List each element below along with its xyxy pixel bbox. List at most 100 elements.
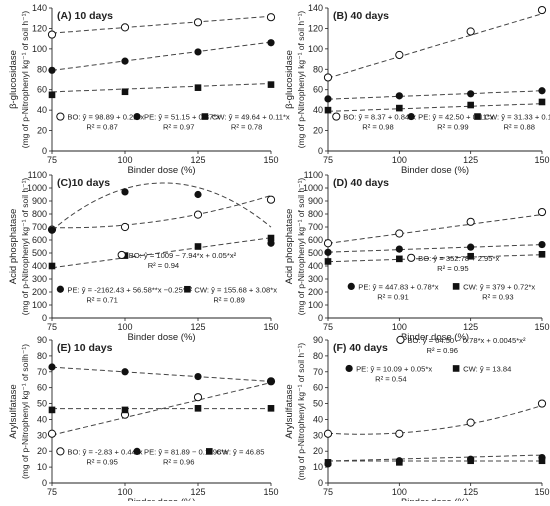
y-tick-label: 600 [308,235,323,245]
series-name: BO [418,254,429,263]
y-tick-label: 0 [42,478,47,488]
fit-line-cw [327,103,543,112]
y-tick-label: 60 [313,85,323,95]
y-axis-unit: (mg of p-Nitrophenyl kg⁻¹ of soil h⁻¹) [20,11,30,149]
point-pe [538,87,546,95]
y-tick-label: 20 [37,126,47,136]
point-bo [466,418,475,427]
y-axis-unit: (mg of p-Nitrophenyl kg⁻¹ of soil h⁻¹) [296,178,306,316]
y-tick-label: 300 [308,274,323,284]
r-squared: R² = 0.88 [504,123,535,132]
r-squared: R² = 0.98 [362,123,393,132]
x-tick-label: 150 [534,487,549,497]
y-tick-label: 80 [313,351,323,361]
x-tick-label: 100 [392,487,407,497]
point-cw [396,459,403,466]
point-bo [266,195,276,204]
fit-line-pe [327,90,543,100]
point-bo [395,50,404,60]
legend-entry-pe: PE: ŷ = 10.09 + 0.05*xR² = 0.54 [345,364,432,383]
r-squared: R² = 0.87 [86,123,117,132]
point-cw [48,406,56,414]
fit-line-cw [51,82,272,93]
fit-line-cw [327,254,543,263]
y-tick-label: 10 [313,462,323,472]
point-pe [395,92,403,100]
panel-1: 0 20 40 60 80 100 120 140 75 100 125 150 Binder dose… [8,3,290,176]
series-name: PE [67,285,77,294]
y-tick-label: 100 [308,300,323,310]
point-pe [194,190,202,199]
point-pe [48,66,56,74]
x-tick-label: 150 [263,322,278,332]
point-pe [467,90,475,98]
point-bo [323,73,333,82]
y-tick-label: 120 [32,23,47,33]
r-squared: R² = 0.97 [163,123,194,132]
point-bo [395,229,404,238]
legend-entry-cw: CW: ŷ = 49.64 + 0.11*xR² = 0.78 [201,113,290,132]
fit-line-bo [327,405,543,435]
y-tick-label: 400 [308,261,323,271]
panel-3: 0 100 200 300 400 500 600 700 800 900 1000 1100 75 10… [8,170,279,343]
y-tick-label: 100 [32,44,47,54]
point-bo [537,399,547,408]
y-tick-label: 1100 [28,170,47,180]
y-axis-title: Acid phosphatase [8,209,19,285]
y-tick-label: 30 [313,430,323,440]
point-pe [194,48,202,56]
point-cw [121,406,129,414]
regression-equation: ŷ = 155.68 + 3.08*x [211,285,277,294]
y-axis-title: β-glucosidase [284,50,295,109]
r-squared: R² = 0.54 [375,374,406,383]
point-cw [538,98,546,106]
legend-entry-pe: PE: ŷ = 42.50 + 0.11*xR² = 0.99 [407,113,494,132]
series-name: CW [216,447,229,456]
series-name: PE [418,113,428,122]
y-tick-label: 200 [32,287,47,297]
series-separator: : [154,447,158,456]
regression-equation: ŷ = 46.85 [233,447,264,456]
legend-series-name: BO: ŷ = 64.50 − 0.78*x + 0.0045*x² [407,336,525,345]
legend-series-name: CW: ŷ = 46.85 [216,447,264,456]
series-separator: : [429,254,433,263]
legend-series-name: PE: ŷ = 10.09 + 0.05*x [356,364,432,373]
r-squared: R² = 0.95 [86,457,117,466]
series-separator: : [78,285,82,294]
series-separator: : [207,285,211,294]
y-tick-label: 80 [37,351,47,361]
regression-equation: ŷ = 13.84 [480,364,511,373]
y-tick-label: 20 [313,126,323,136]
legend-series-name: PE: ŷ = -2162.43 + 56.58**x −0.25*x² [67,285,192,294]
panel-4: 0 100 200 300 400 500 600 700 800 900 1000 1100 75 10… [284,170,550,343]
point-pe [267,39,275,47]
r-squared: R² = 0.93 [482,292,513,301]
series-name: PE [144,447,154,456]
series-name: CW [212,113,225,122]
x-tick-label: 100 [117,155,132,165]
x-tick-label: 75 [47,155,57,165]
y-tick-label: 100 [308,44,323,54]
regression-equation: ŷ = 352.78 + 2.95*x [433,254,499,263]
point-cw [538,251,546,258]
legend-entry-bo: BO: ŷ = 8.37 + 0.84*xR² = 0.98 [332,112,416,132]
legend-marker-pe [133,112,141,121]
legend-marker-cw [474,113,481,120]
point-cw [267,234,275,242]
legend-marker-cw [206,448,213,455]
legend-series-name: PE: ŷ = 447.83 + 0.78*x [358,282,438,291]
panel-5: 0 10 20 30 40 50 60 70 80 90 75 100 125 150 Binder dos… [8,335,279,506]
series-name: BO [343,113,354,122]
y-tick-label: 100 [32,300,47,310]
regression-equation: ŷ = 1009 − 7.94*x + 0.05*x² [144,251,237,260]
regression-equation: ŷ = 81.89 − 0.1196*x [158,447,228,456]
point-cw [467,457,474,465]
x-tick-label: 75 [47,487,57,497]
series-separator: : [497,113,501,122]
point-cw [467,252,474,260]
legend-entry-bo: BO: ŷ = -2.83 + 0.44*xR² = 0.95 [56,447,143,466]
y-axis-unit: (mg of p-Nitrophenyl kg⁻¹ of soilh⁻¹) [20,344,30,479]
fit-line-cw [51,237,272,269]
